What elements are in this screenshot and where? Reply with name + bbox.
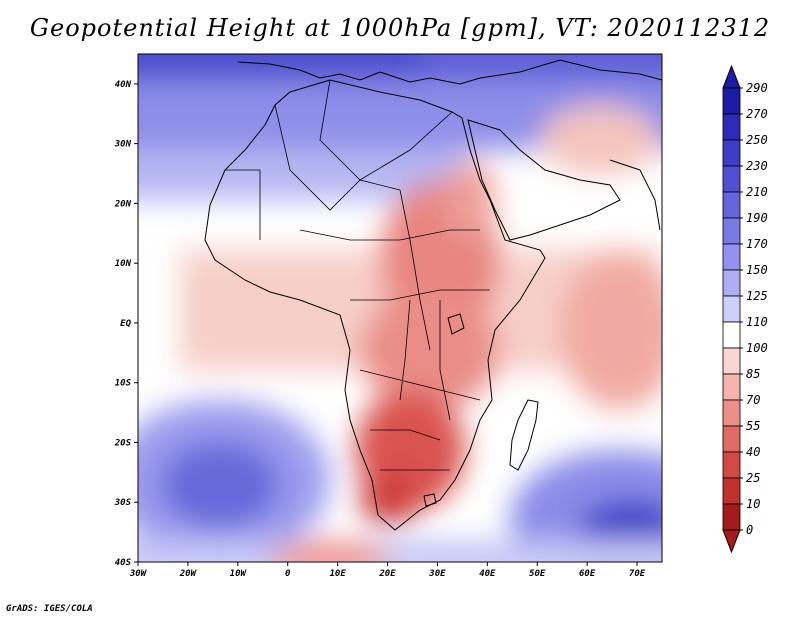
latitude-axis: 40N 30N 20N 10N EQ 10S 20S 30S 40S xyxy=(114,80,138,568)
lon-tick-label: 20W xyxy=(179,569,198,579)
colorbar-swatch xyxy=(722,477,741,505)
lon-tick-label: 30E xyxy=(428,569,446,579)
colorbar-label: 125 xyxy=(746,289,768,303)
lon-tick-label: 10E xyxy=(329,569,346,579)
map-frame xyxy=(137,53,663,563)
colorbar-label: 100 xyxy=(746,341,768,355)
colorbar-swatch xyxy=(722,399,741,427)
colorbar-top-arrow xyxy=(722,64,741,89)
colorbar-swatch xyxy=(722,165,741,193)
lat-tick-label: 40S xyxy=(115,558,132,568)
lon-tick-label: 0 xyxy=(285,569,291,579)
lon-tick-label: 50E xyxy=(529,569,546,579)
lat-tick-label: 30N xyxy=(114,140,132,150)
colorbar-swatch xyxy=(722,451,741,479)
lon-tick-label: 30W xyxy=(129,569,148,579)
colorbar-swatch xyxy=(722,425,741,453)
colorbar-label: 40 xyxy=(746,445,760,459)
colorbar-label: 110 xyxy=(746,315,768,329)
lat-tick-label: 40N xyxy=(115,80,132,90)
longitude-axis: 30W 20W 10W 0 10E 20E 30E 40E 50E 60E 70E xyxy=(129,562,646,579)
grads-credit: GrADS: IGES/COLA xyxy=(6,604,93,614)
colorbar-swatch xyxy=(722,321,741,349)
colorbar-label: 270 xyxy=(746,107,768,121)
colorbar-label: 70 xyxy=(746,393,760,407)
lon-tick-label: 40E xyxy=(479,569,496,579)
colorbar-swatch xyxy=(722,87,741,115)
lon-tick-label: 60E xyxy=(579,569,596,579)
height-field xyxy=(138,54,662,562)
colorbar-swatch xyxy=(722,347,741,375)
lat-tick-label: 20S xyxy=(114,438,132,448)
colorbar-swatch xyxy=(722,373,741,401)
colorbar-label: 25 xyxy=(746,471,760,485)
colorbar-label: 250 xyxy=(746,133,768,147)
colorbar-swatch xyxy=(722,503,741,531)
country-borders xyxy=(225,79,490,471)
lat-tick-label: 20N xyxy=(114,199,132,209)
colorbar-label: 10 xyxy=(746,497,760,511)
coastlines xyxy=(204,59,662,531)
colorbar-swatch xyxy=(722,269,741,297)
colorbar-label: 85 xyxy=(746,367,760,381)
lon-tick-label: 20E xyxy=(378,569,396,579)
colorbar-label: 170 xyxy=(746,237,768,251)
colorbar-label: 190 xyxy=(746,211,768,225)
colorbar-swatch xyxy=(722,113,741,141)
colorbar-swatch xyxy=(722,191,741,219)
colorbar-label: 0 xyxy=(746,523,753,537)
lat-tick-label: 10N xyxy=(115,259,132,269)
colorbar-label: 230 xyxy=(746,159,768,173)
lon-tick-label: 10W xyxy=(230,569,248,579)
colorbar: 2902702502302101901701501251101008570554… xyxy=(722,64,768,554)
colorbar-swatch xyxy=(722,295,741,323)
colorbar-label: 150 xyxy=(746,263,768,277)
colorbar-bottom-arrow xyxy=(722,529,741,554)
colorbar-swatch xyxy=(722,243,741,271)
lat-tick-label: EQ xyxy=(120,319,131,329)
lat-tick-label: 30S xyxy=(114,498,132,508)
map-title: Geopotential Height at 1000hPa [gpm], VT… xyxy=(29,14,771,42)
lat-tick-label: 10S xyxy=(115,379,132,389)
colorbar-swatch xyxy=(722,217,741,245)
colorbar-label: 290 xyxy=(746,81,768,95)
colorbar-swatch xyxy=(722,139,741,167)
colorbar-label: 55 xyxy=(746,419,760,433)
colorbar-label: 210 xyxy=(746,185,768,199)
lon-tick-label: 70E xyxy=(629,569,646,579)
